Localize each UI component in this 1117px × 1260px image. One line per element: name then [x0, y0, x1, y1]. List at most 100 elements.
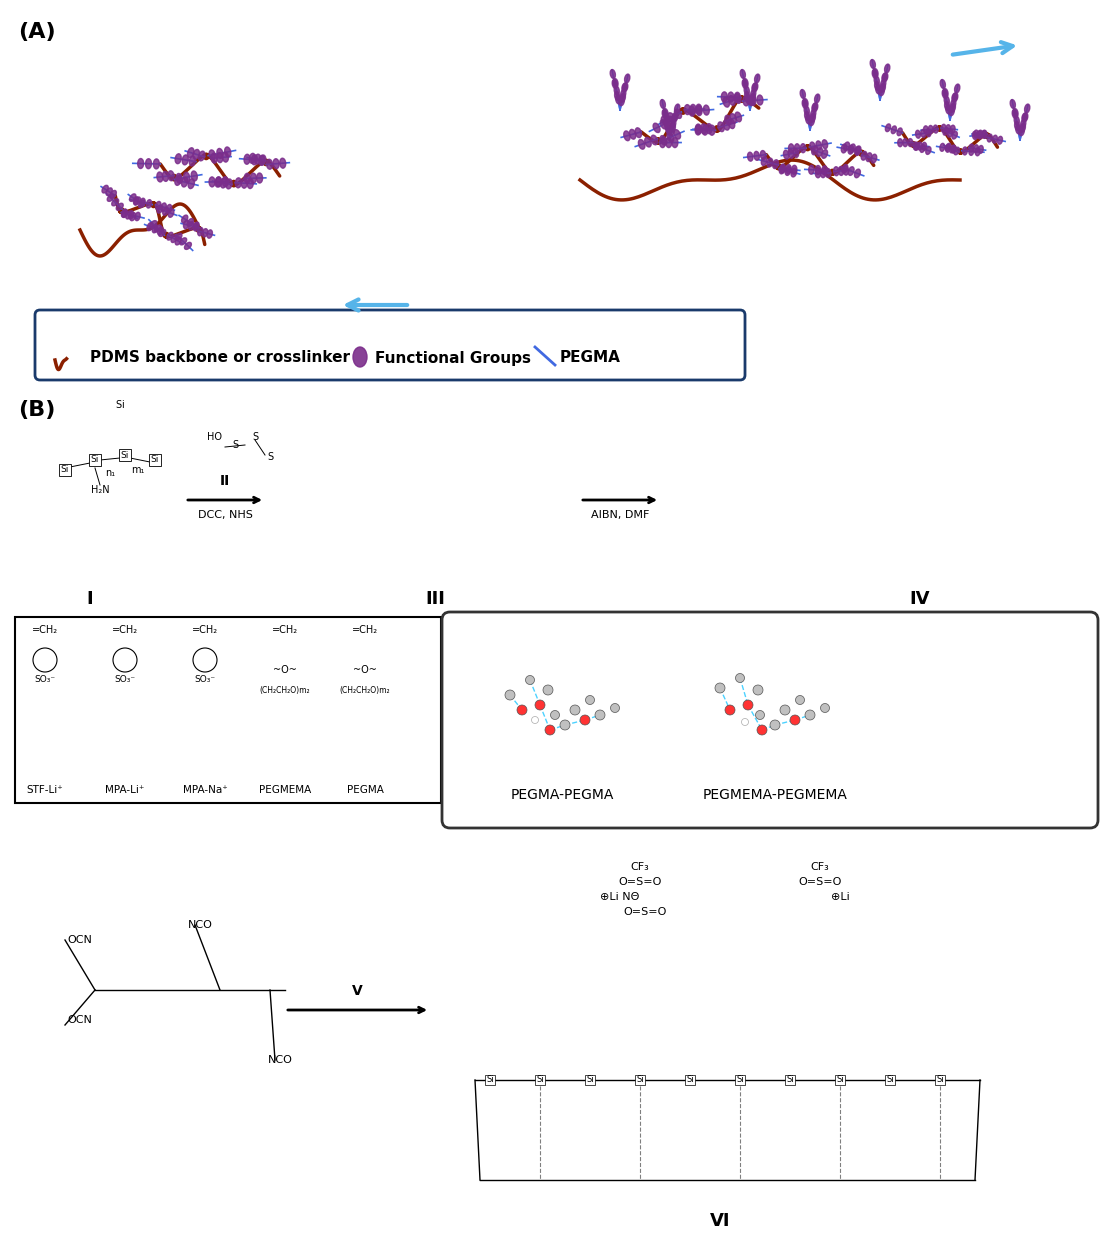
Ellipse shape: [672, 113, 677, 122]
Ellipse shape: [780, 164, 785, 173]
Text: Si: Si: [686, 1076, 694, 1085]
Ellipse shape: [209, 176, 216, 186]
Ellipse shape: [251, 155, 257, 165]
Ellipse shape: [885, 64, 890, 73]
Ellipse shape: [722, 92, 727, 102]
Ellipse shape: [882, 73, 888, 82]
Ellipse shape: [812, 146, 818, 155]
Ellipse shape: [244, 154, 250, 164]
Ellipse shape: [624, 74, 630, 83]
Ellipse shape: [800, 89, 805, 98]
Ellipse shape: [619, 97, 624, 106]
Ellipse shape: [920, 145, 925, 152]
FancyBboxPatch shape: [442, 612, 1098, 828]
Ellipse shape: [660, 120, 667, 129]
Ellipse shape: [848, 145, 853, 154]
Ellipse shape: [709, 125, 715, 135]
Ellipse shape: [188, 147, 194, 158]
Text: Si: Si: [586, 1076, 594, 1085]
Text: PEGMEMA-PEGMEMA: PEGMEMA-PEGMEMA: [703, 788, 848, 803]
Text: CF₃: CF₃: [811, 862, 830, 872]
Ellipse shape: [728, 92, 734, 102]
Ellipse shape: [157, 227, 163, 234]
Ellipse shape: [670, 123, 676, 132]
Ellipse shape: [1014, 121, 1020, 131]
Circle shape: [545, 724, 555, 735]
Ellipse shape: [189, 222, 194, 229]
Circle shape: [795, 696, 804, 704]
Text: (A): (A): [18, 21, 56, 42]
FancyArrowPatch shape: [953, 42, 1013, 54]
Ellipse shape: [968, 144, 974, 152]
Ellipse shape: [946, 125, 951, 132]
Ellipse shape: [815, 141, 821, 150]
Ellipse shape: [1012, 110, 1018, 118]
Ellipse shape: [166, 204, 172, 213]
Ellipse shape: [217, 152, 222, 163]
Ellipse shape: [622, 83, 627, 92]
Circle shape: [580, 714, 590, 724]
Ellipse shape: [876, 84, 881, 94]
Ellipse shape: [952, 93, 957, 102]
Text: Si: Si: [786, 1076, 794, 1085]
Ellipse shape: [843, 142, 850, 151]
Ellipse shape: [128, 210, 134, 219]
Ellipse shape: [171, 234, 178, 242]
Ellipse shape: [653, 123, 660, 132]
Ellipse shape: [665, 121, 670, 131]
Text: SO₃⁻: SO₃⁻: [194, 675, 216, 684]
Text: V: V: [352, 984, 363, 998]
Ellipse shape: [745, 92, 750, 101]
Text: ~O~: ~O~: [353, 665, 376, 675]
Ellipse shape: [685, 105, 690, 115]
Ellipse shape: [241, 178, 247, 188]
Circle shape: [757, 724, 767, 735]
Ellipse shape: [815, 169, 821, 178]
Ellipse shape: [690, 105, 696, 115]
Ellipse shape: [695, 123, 701, 134]
Ellipse shape: [181, 178, 188, 186]
Ellipse shape: [214, 178, 221, 186]
Ellipse shape: [871, 154, 877, 163]
Ellipse shape: [668, 116, 675, 126]
Ellipse shape: [973, 131, 977, 140]
Ellipse shape: [622, 83, 628, 92]
Text: STF-Li⁺: STF-Li⁺: [27, 785, 64, 795]
Ellipse shape: [162, 171, 169, 181]
Text: =CH₂: =CH₂: [112, 625, 139, 635]
Circle shape: [570, 706, 580, 714]
Ellipse shape: [245, 174, 250, 183]
Ellipse shape: [145, 159, 152, 169]
Ellipse shape: [875, 76, 879, 84]
Ellipse shape: [955, 84, 960, 93]
Ellipse shape: [662, 110, 667, 118]
Ellipse shape: [735, 112, 742, 122]
Ellipse shape: [636, 127, 641, 137]
Ellipse shape: [182, 215, 188, 223]
Text: PEGMA: PEGMA: [346, 785, 383, 795]
Ellipse shape: [279, 159, 286, 168]
Text: (CH₂CH₂O)m₂: (CH₂CH₂O)m₂: [259, 685, 311, 694]
FancyBboxPatch shape: [35, 310, 745, 381]
Ellipse shape: [1019, 127, 1024, 136]
Ellipse shape: [945, 145, 951, 152]
Ellipse shape: [761, 150, 766, 160]
Ellipse shape: [193, 150, 200, 159]
Ellipse shape: [259, 155, 265, 165]
Ellipse shape: [728, 96, 735, 106]
Ellipse shape: [872, 68, 878, 77]
Ellipse shape: [1022, 113, 1028, 122]
Ellipse shape: [157, 205, 163, 213]
Ellipse shape: [751, 89, 756, 98]
Ellipse shape: [872, 69, 878, 78]
Ellipse shape: [942, 125, 946, 132]
Ellipse shape: [815, 165, 821, 174]
Ellipse shape: [645, 137, 651, 147]
Ellipse shape: [660, 100, 666, 108]
Circle shape: [543, 685, 553, 696]
Ellipse shape: [757, 94, 763, 105]
Ellipse shape: [247, 179, 254, 189]
Circle shape: [770, 719, 780, 730]
Ellipse shape: [882, 73, 887, 82]
Ellipse shape: [805, 115, 811, 123]
